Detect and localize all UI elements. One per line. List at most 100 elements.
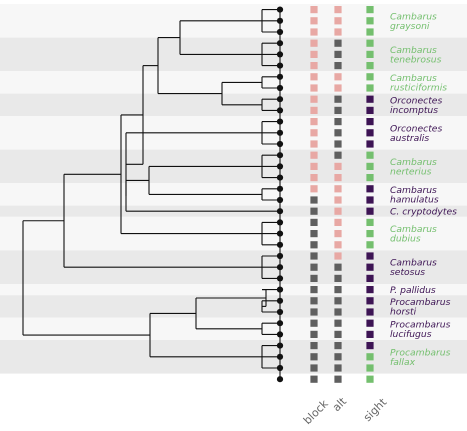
species-label: tenebrosus [390, 54, 442, 65]
trait-cell-sight [366, 218, 374, 226]
trait-cell-alt [334, 218, 342, 226]
species-label: setosus [390, 267, 425, 278]
leaf-node [276, 17, 284, 24]
trait-cell-alt [334, 129, 342, 137]
trait-cell-sight [366, 308, 374, 316]
row-band [0, 284, 467, 296]
trait-cell-sight [366, 342, 374, 350]
leaf-nodes [276, 6, 284, 383]
trait-cell-block [310, 174, 318, 182]
leaf-node [276, 219, 284, 226]
trait-cell-alt [334, 375, 342, 383]
trait-cell-block [310, 263, 318, 271]
trait-cell-block [310, 241, 318, 249]
trait-cell-sight [366, 95, 374, 103]
leaf-node [276, 140, 284, 148]
trait-cell-block [310, 196, 318, 204]
trait-cell-alt [334, 330, 342, 338]
trait-cell-sight [366, 297, 374, 305]
trait-cell-alt [334, 364, 342, 372]
trait-cell-block [310, 162, 318, 170]
trait-cell-alt [334, 286, 342, 294]
trait-cell-block [310, 62, 318, 70]
leaf-node [276, 40, 284, 47]
trait-cell-block [310, 308, 318, 316]
species-label: fallax [390, 357, 416, 368]
species-label: Cambarus [390, 73, 437, 84]
species-label: Cambarus [390, 224, 437, 235]
trait-cell-alt [334, 39, 342, 47]
trait-cell-block [310, 28, 318, 36]
trait-cell-sight [366, 73, 374, 81]
trait-cell-sight [366, 207, 374, 215]
species-label: hamulatus [390, 194, 439, 205]
species-label: lucifugus [390, 329, 432, 340]
leaf-node [276, 331, 284, 338]
trait-cell-alt [334, 162, 342, 170]
trait-cell-alt [334, 252, 342, 260]
leaf-node [276, 308, 284, 316]
trait-cell-alt [334, 230, 342, 238]
leaf-node [276, 353, 284, 360]
species-label: Orconectes [390, 123, 442, 134]
trait-cell-block [310, 342, 318, 350]
row-band [0, 295, 467, 318]
trait-cell-block [310, 252, 318, 260]
trait-cell-block [310, 364, 318, 372]
leaf-node [276, 342, 284, 349]
trait-cell-block [310, 230, 318, 238]
trait-cell-block [310, 95, 318, 103]
trait-cell-alt [334, 50, 342, 58]
trait-cell-sight [366, 62, 374, 70]
species-label: Orconectes [390, 95, 442, 106]
species-label: australis [390, 133, 429, 144]
trait-cell-alt [334, 106, 342, 114]
leaf-node [276, 297, 284, 304]
trait-cell-sight [366, 185, 374, 193]
trait-cell-alt [334, 196, 342, 204]
trait-cell-alt [334, 95, 342, 103]
leaf-node [276, 73, 284, 80]
species-label: horsti [390, 306, 417, 317]
leaf-node [276, 51, 284, 58]
trait-cell-block [310, 84, 318, 92]
trait-cell-sight [366, 263, 374, 271]
species-label: dubius [390, 234, 421, 245]
trait-cell-block [310, 185, 318, 193]
trait-cell-sight [366, 106, 374, 114]
trait-cell-sight [366, 84, 374, 92]
trait-cell-alt [334, 308, 342, 316]
column-label-alt: alt [330, 394, 350, 414]
leaf-node [276, 174, 284, 181]
trait-cell-sight [366, 39, 374, 47]
trait-cell-block [310, 140, 318, 148]
leaf-node [276, 6, 284, 13]
trait-cell-sight [366, 28, 374, 36]
trait-cell-alt [334, 185, 342, 193]
leaf-node [276, 376, 284, 383]
trait-cell-sight [366, 162, 374, 170]
species-label: Procambarus [390, 347, 451, 358]
leaf-node [276, 286, 284, 293]
trait-cell-alt [334, 17, 342, 25]
leaf-node [276, 96, 284, 103]
leaf-node [276, 152, 284, 159]
species-label: Cambarus [390, 11, 437, 22]
trait-cell-block [310, 375, 318, 383]
trait-cell-sight [366, 17, 374, 25]
trait-cell-sight [366, 353, 374, 361]
species-label: Cambarus [390, 258, 437, 269]
leaf-node [276, 196, 284, 204]
trait-cell-alt [334, 241, 342, 249]
trait-cell-alt [334, 28, 342, 36]
trait-cell-sight [366, 196, 374, 204]
leaf-node [276, 275, 284, 282]
trait-cell-sight [366, 274, 374, 282]
trait-cell-sight [366, 174, 374, 182]
leaf-node [276, 230, 284, 237]
leaf-node [276, 264, 284, 271]
trait-cell-sight [366, 319, 374, 327]
trait-cell-sight [366, 50, 374, 58]
trait-cell-block [310, 39, 318, 47]
